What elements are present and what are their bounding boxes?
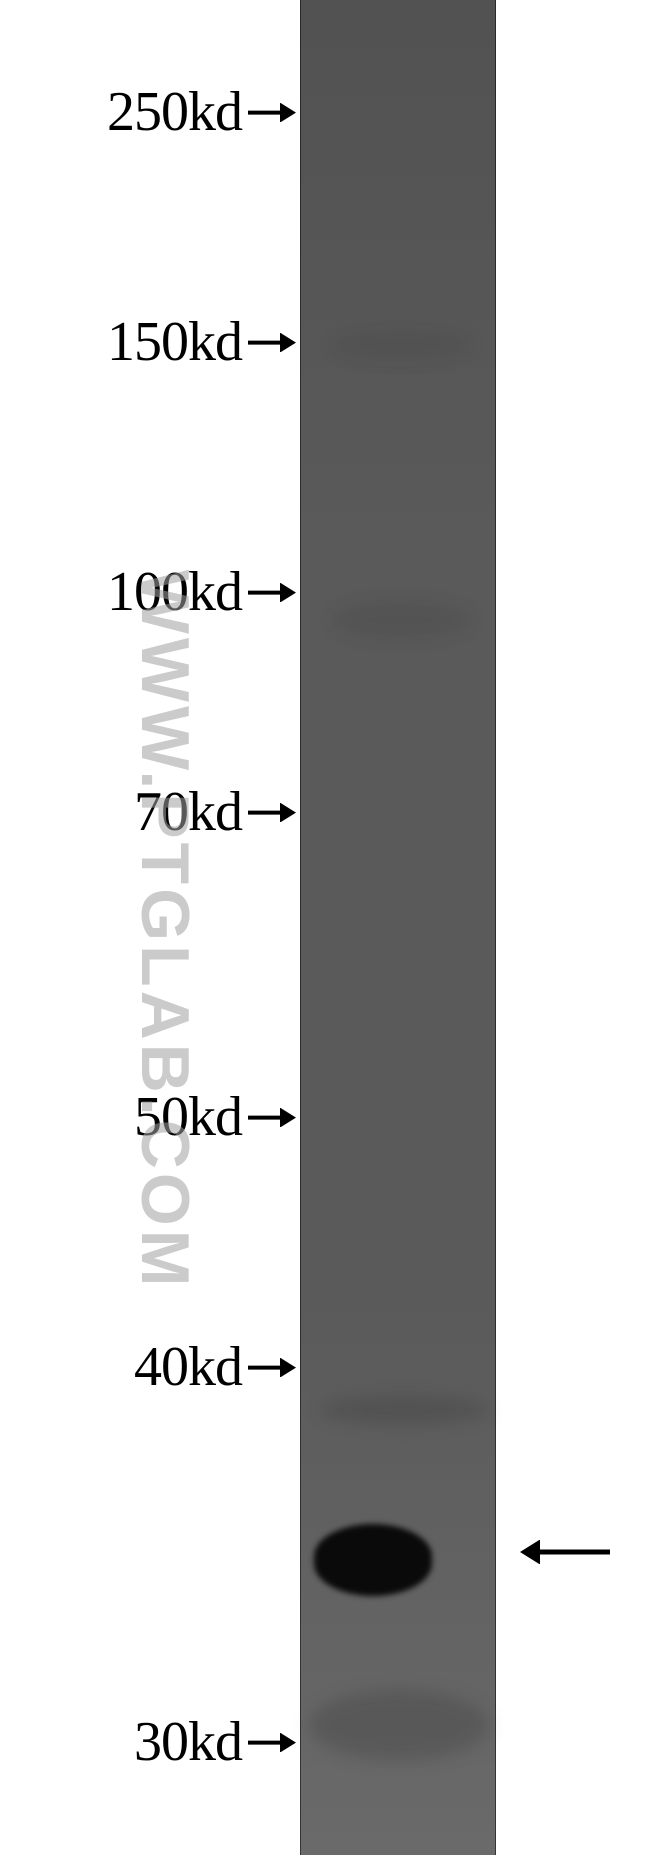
band-pointer-arrow (520, 1540, 610, 1564)
arrow-right-icon (248, 1358, 296, 1377)
mw-marker-label: 100kd (107, 560, 242, 624)
mw-marker: 150kd (107, 310, 296, 374)
mw-marker-label: 50kd (134, 1085, 242, 1149)
mw-marker: 250kd (107, 80, 296, 144)
protein-band (314, 1524, 432, 1596)
arrow-right-icon (248, 333, 296, 352)
lane-smudge (331, 600, 471, 640)
arrow-right-icon (248, 583, 296, 602)
mw-marker-label: 70kd (134, 780, 242, 844)
mw-marker: 70kd (134, 780, 296, 844)
arrow-right-icon (248, 103, 296, 122)
mw-marker: 100kd (107, 560, 296, 624)
arrow-right-icon (248, 1108, 296, 1127)
mw-marker: 50kd (134, 1085, 296, 1149)
arrow-right-icon (248, 803, 296, 822)
mw-marker: 40kd (134, 1335, 296, 1399)
mw-marker: 30kd (134, 1710, 296, 1774)
mw-marker-label: 30kd (134, 1710, 242, 1774)
mw-marker-label: 250kd (107, 80, 242, 144)
blot-figure: 250kd 150kd 100kd 70kd 50kd 40kd 30kd WW… (0, 0, 650, 1855)
mw-marker-label: 150kd (107, 310, 242, 374)
mw-marker-label: 40kd (134, 1335, 242, 1399)
gel-lane (300, 0, 496, 1855)
lane-smudge (309, 1690, 489, 1760)
watermark-text: WWW.PTGLAB.COM (126, 570, 204, 1291)
lane-smudge (331, 330, 471, 360)
lane-smudge (319, 1395, 489, 1425)
arrow-right-icon (248, 1733, 296, 1752)
